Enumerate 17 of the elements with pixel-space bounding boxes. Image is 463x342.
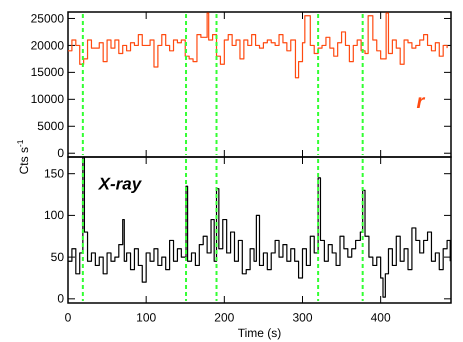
y-tick-label: 20000: [30, 38, 64, 52]
legend-label: X-ray: [98, 174, 143, 194]
x-tick-label: 200: [214, 310, 235, 325]
y-tick-label: 25000: [30, 11, 64, 26]
x-tick-label: 300: [292, 310, 313, 325]
y-tick-label: 0: [57, 292, 64, 306]
y-tick-label: 0: [57, 146, 64, 160]
y-tick-label: 100: [44, 208, 64, 222]
y-tick-label: 10000: [30, 92, 64, 106]
x-tick-label: 400: [370, 310, 391, 325]
series-label: r: [416, 90, 426, 113]
y-tick-label: 5000: [37, 119, 64, 134]
x-tick-label: 100: [136, 310, 156, 325]
y-tick-label: 150: [44, 166, 64, 181]
y-tick-label: 15000: [30, 65, 64, 80]
y-tick-label: 50: [50, 250, 64, 264]
x-axis-title: Time (s): [238, 326, 282, 340]
